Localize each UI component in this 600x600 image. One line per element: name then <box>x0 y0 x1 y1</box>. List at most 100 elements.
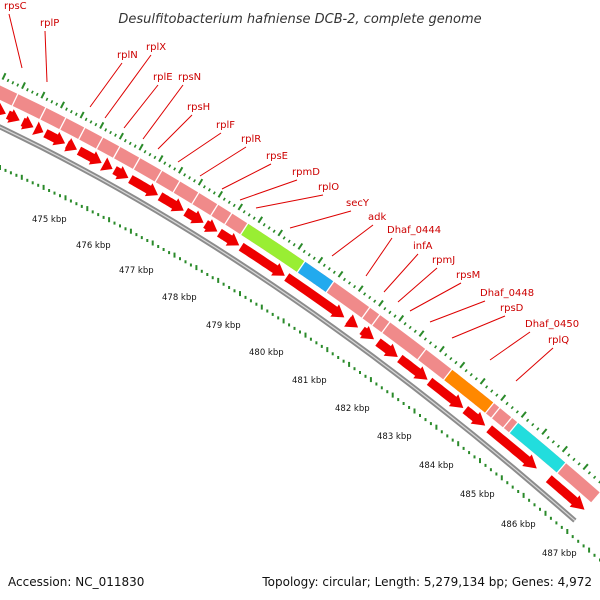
outer-scale-tick <box>474 377 478 381</box>
gene-leader <box>142 84 184 140</box>
outer-scale-tick <box>1 72 7 81</box>
backbone-highlight <box>0 126 576 522</box>
gene-label: rplX <box>146 42 166 53</box>
gene-label: rpsE <box>266 151 288 162</box>
inner-scale-tick <box>200 269 203 273</box>
kbp-label: 481 kbp <box>292 376 327 386</box>
inner-scale-tick <box>217 277 220 283</box>
outer-scale-tick <box>363 292 367 296</box>
outer-scale-tick <box>222 197 226 201</box>
feature-boundary <box>296 260 306 273</box>
inner-scale-tick <box>386 390 389 394</box>
outer-scale-tick <box>94 122 98 127</box>
inner-scale-tick <box>484 463 487 467</box>
feature-boundary <box>132 157 141 171</box>
outer-scale-tick <box>297 242 304 250</box>
outer-scale-tick <box>593 475 597 479</box>
inner-scale-tick <box>544 510 547 516</box>
inner-scale-tick <box>413 408 416 414</box>
inner-scale-tick <box>271 312 274 316</box>
inner-scale-tick <box>140 236 143 240</box>
gene-leader <box>8 13 23 69</box>
outer-scale-tick <box>277 229 284 237</box>
gene-label: rpsM <box>456 270 480 281</box>
gene-leader <box>221 163 272 190</box>
outer-scale-tick <box>541 428 548 436</box>
inner-scale-tick <box>97 213 100 217</box>
map-title: Desulfitobacterium hafniense DCB-2, comp… <box>118 12 481 27</box>
feature-segment-orange <box>443 369 494 413</box>
outer-scale-tick <box>373 299 377 303</box>
feature-boundary <box>77 126 86 141</box>
feature-boundary <box>191 191 200 205</box>
outer-scale-tick <box>217 190 224 198</box>
outer-scale-tick <box>11 81 15 85</box>
outer-scale-tick <box>587 471 592 475</box>
cds-arrow <box>397 354 428 380</box>
outer-scale-tick <box>252 216 256 220</box>
gene-label: Dhaf_0448 <box>480 288 534 299</box>
inner-scale-tick <box>446 434 449 438</box>
inner-scale-tick <box>402 402 405 405</box>
feature-boundary <box>371 314 381 326</box>
gene-leader <box>409 282 462 312</box>
gene-label: rplN <box>117 50 138 61</box>
outer-scale-tick <box>418 330 425 338</box>
kbp-label: 482 kbp <box>335 404 370 414</box>
outer-scale-tick <box>40 91 46 99</box>
outer-scale-tick <box>408 325 412 330</box>
outer-scale-tick <box>403 322 407 326</box>
cds-arrow <box>344 314 359 328</box>
gene-leader <box>239 179 298 201</box>
feature-boundary <box>239 222 249 236</box>
inner-scale-tick <box>173 252 176 258</box>
inner-scale-ticks <box>0 165 600 562</box>
outer-scale-tick <box>128 141 132 146</box>
outer-scale-tick <box>428 341 433 345</box>
inner-scale-tick <box>260 304 263 310</box>
outer-scale-tick <box>282 236 286 240</box>
outer-scale-tick <box>556 444 561 448</box>
outer-scale-tick <box>536 427 540 431</box>
outer-scale-tick <box>183 173 187 177</box>
gene-label: Dhaf_0444 <box>387 225 441 236</box>
feature-boundary <box>154 169 163 183</box>
outer-scale-tick <box>525 418 530 423</box>
outer-scale-tick <box>262 222 266 227</box>
inner-scale-tick <box>119 224 121 228</box>
inner-scale-tick <box>506 481 509 485</box>
cds-arrow <box>183 207 204 224</box>
kbp-label: 484 kbp <box>419 461 454 471</box>
inner-scale-tick <box>435 424 438 430</box>
inner-scale-tick <box>500 475 503 481</box>
gene-leader <box>429 300 486 323</box>
gene-leader <box>123 84 159 129</box>
outer-scale-tick <box>449 356 453 361</box>
feature-boundary <box>112 145 121 159</box>
kbp-label: 486 kbp <box>501 520 536 530</box>
outer-scale-tick <box>69 110 73 114</box>
feature-segment-green <box>240 223 305 273</box>
outer-scale-tick <box>123 138 127 143</box>
inner-scale-tick <box>593 553 596 557</box>
inner-scale-tick <box>15 173 18 177</box>
inner-scale-tick <box>353 367 356 371</box>
inner-scale-tick <box>582 544 585 548</box>
feature-boundary <box>442 368 453 381</box>
inner-scale-tick <box>86 206 89 212</box>
kbp-label: 478 kbp <box>162 293 197 303</box>
feature-boundary <box>172 180 181 194</box>
inner-scale-tick <box>517 490 520 493</box>
inner-scale-tick <box>468 451 471 455</box>
inner-scale-tick <box>588 547 591 553</box>
inner-scale-tick <box>566 529 569 534</box>
inner-scale-tick <box>473 455 476 459</box>
outer-scale-tick <box>337 270 344 278</box>
inner-scale-tick <box>222 282 225 286</box>
outer-scale-tick <box>272 229 276 233</box>
feature-boundary <box>484 402 495 414</box>
inner-scale-tick <box>4 168 7 172</box>
outer-scale-tick <box>30 90 34 94</box>
feature-segment-blue <box>297 261 334 293</box>
